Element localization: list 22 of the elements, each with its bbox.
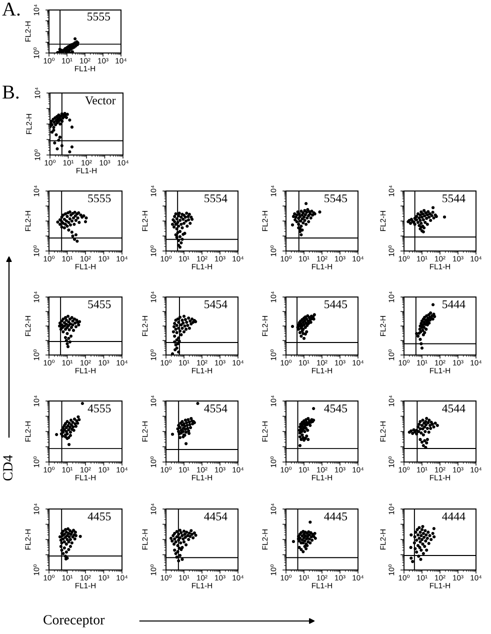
chart-title: 5545 [324, 194, 348, 202]
chart-title: 4454 [204, 512, 228, 520]
chart-title: 5555 [88, 194, 111, 202]
chart-title: 5455 [88, 300, 111, 308]
chart-title: Vector [85, 96, 116, 104]
chart-title: 5554 [204, 194, 228, 202]
chart-title: 5544 [442, 194, 466, 202]
text: B. [2, 86, 19, 99]
chart-title: 4444 [442, 512, 466, 520]
text: A. [2, 2, 20, 16]
chart-title: 4555 [88, 404, 111, 412]
chart-title: 4455 [88, 512, 111, 520]
chart-title: 4445 [324, 512, 348, 520]
chart-title: 5444 [442, 300, 466, 308]
chart-title: 4545 [324, 404, 348, 412]
chart-title: 4554 [204, 404, 228, 412]
chart-title: 5445 [324, 300, 348, 308]
chart-title: 5454 [204, 300, 228, 308]
chart-title: 4544 [442, 404, 466, 412]
chart-title: 5555 [88, 12, 110, 20]
text: CD4 [3, 455, 12, 481]
text: Coreceptor [44, 615, 105, 628]
